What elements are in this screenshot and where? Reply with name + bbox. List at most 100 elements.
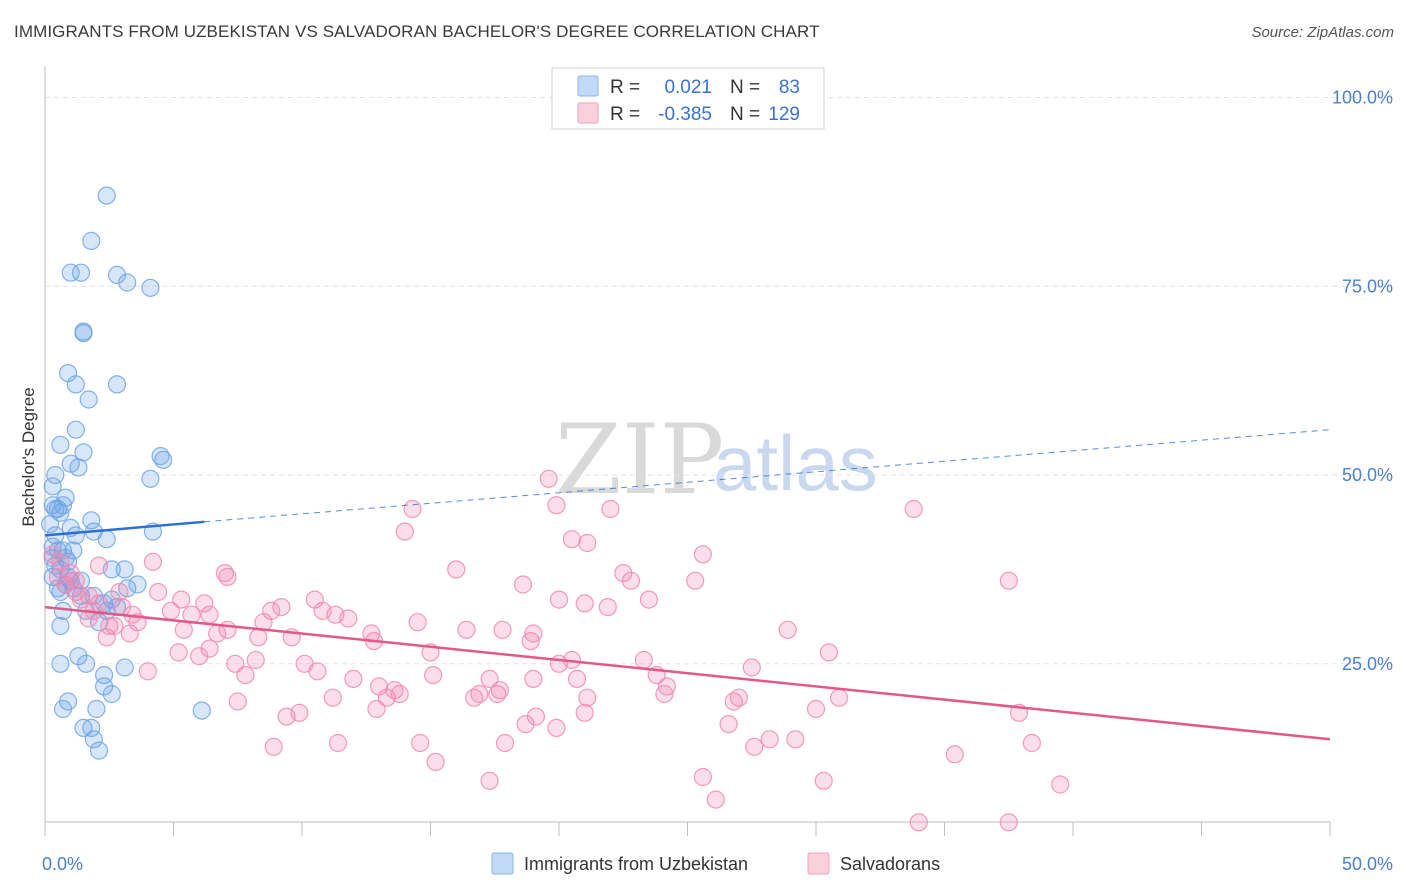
data-point — [97, 628, 116, 647]
data-point — [786, 730, 805, 749]
data-point — [323, 688, 342, 707]
data-point — [82, 511, 101, 530]
data-point — [999, 571, 1018, 590]
data-point — [480, 771, 499, 790]
data-point — [74, 324, 93, 343]
data-point — [513, 575, 533, 594]
data-point — [43, 545, 62, 564]
data-point — [904, 499, 923, 519]
bottom-legend-swatch-uzbekistan — [491, 852, 514, 875]
data-point — [778, 620, 797, 639]
chart-title: IMMIGRANTS FROM UZBEKISTAN VS SALVADORAN… — [14, 22, 820, 41]
data-point — [169, 643, 188, 662]
data-point — [172, 590, 191, 609]
data-point — [578, 688, 597, 707]
data-point — [79, 390, 98, 409]
data-point — [806, 699, 826, 719]
data-point — [742, 658, 761, 677]
data-point — [706, 790, 725, 809]
data-point — [51, 654, 70, 673]
data-point — [272, 597, 291, 617]
data-point — [143, 552, 162, 571]
data-point — [141, 469, 160, 488]
data-point — [516, 714, 535, 734]
data-point — [236, 665, 255, 685]
legend-swatch-salvadorans — [577, 102, 599, 124]
y-tick-label: 75.0% — [1342, 276, 1393, 296]
correlation-legend: R = 0.021 N = 83 R = -0.385 N = 129 — [551, 67, 825, 130]
data-point — [657, 677, 677, 696]
data-point — [66, 375, 85, 394]
y-tick-labels: 25.0% 50.0% 75.0% 100.0% — [1332, 88, 1393, 674]
data-point — [575, 594, 594, 613]
data-point — [200, 605, 219, 624]
data-point — [614, 563, 633, 583]
series-legend: Immigrants from Uzbekistan Salvadorans — [491, 852, 940, 875]
y-axis-title: Bachelor's Degree — [19, 387, 38, 526]
data-point — [48, 567, 68, 587]
data-point — [118, 273, 137, 292]
legend-n-label-1: N = — [730, 77, 760, 98]
data-point — [411, 733, 430, 753]
data-point — [470, 684, 489, 704]
data-point — [524, 624, 543, 643]
data-point — [149, 582, 168, 602]
data-point — [107, 265, 127, 284]
data-point — [719, 714, 738, 734]
data-point — [490, 681, 509, 700]
data-point — [246, 650, 265, 670]
data-point — [819, 643, 839, 662]
data-point — [53, 699, 73, 719]
data-point — [729, 688, 749, 707]
data-point — [190, 647, 209, 666]
data-point — [218, 567, 237, 587]
data-point — [141, 278, 160, 297]
legend-n-value-2: 129 — [768, 104, 800, 125]
data-point — [290, 703, 309, 722]
data-point — [549, 590, 569, 609]
data-point — [339, 609, 358, 628]
data-point — [89, 741, 109, 760]
data-point — [51, 552, 70, 571]
data-point — [308, 662, 327, 681]
data-point — [228, 692, 247, 711]
data-point — [547, 718, 566, 738]
data-point — [69, 458, 88, 477]
data-point — [64, 541, 83, 560]
data-point — [200, 639, 219, 658]
data-point — [344, 669, 363, 689]
data-point — [403, 499, 422, 519]
data-point — [40, 514, 60, 534]
data-point — [1051, 775, 1070, 794]
series-salvadorans-points — [43, 469, 1070, 832]
data-point — [328, 733, 348, 753]
data-point — [424, 665, 443, 685]
x-tick-labels: 0.0% 50.0% — [42, 854, 1393, 874]
data-point — [208, 624, 227, 643]
data-point — [138, 662, 157, 681]
data-point — [107, 375, 127, 394]
data-point — [84, 730, 103, 749]
data-point — [562, 530, 582, 549]
data-point — [128, 575, 147, 594]
trend-lines — [44, 429, 1331, 741]
data-point — [82, 718, 101, 738]
data-point — [447, 560, 466, 579]
data-point — [408, 613, 427, 632]
data-point — [829, 688, 849, 707]
source-label: Source: ZipAtlas.com — [1251, 24, 1394, 41]
bottom-legend-label-salvadorans: Salvadorans — [840, 854, 940, 874]
data-point — [53, 496, 73, 515]
y-tick-label: 50.0% — [1342, 465, 1393, 485]
data-point — [43, 477, 62, 496]
y-tick-label: 100.0% — [1332, 88, 1393, 108]
legend-n-label-2: N = — [730, 104, 760, 125]
data-point — [639, 590, 659, 609]
watermark-atlas: atlas — [713, 419, 878, 507]
legend-r-value-2: -0.385 — [658, 104, 712, 125]
trend-line-uzbekistan — [44, 520, 205, 537]
legend-swatch-uzbekistan — [577, 75, 599, 97]
data-point — [53, 601, 73, 621]
data-point — [46, 465, 65, 485]
gridlines — [45, 97, 1393, 665]
